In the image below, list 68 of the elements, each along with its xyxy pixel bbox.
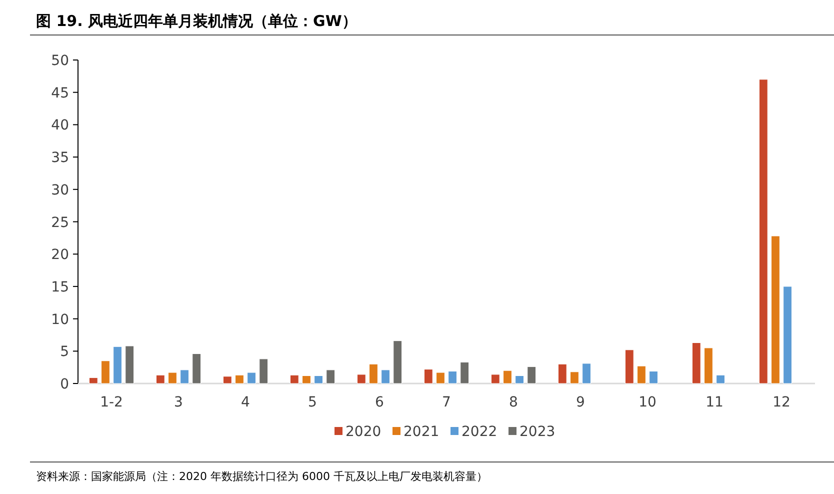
bar: [113, 346, 122, 384]
legend-label: 2021: [404, 424, 440, 440]
bar: [503, 370, 512, 384]
bar: [381, 370, 390, 384]
bar: [424, 369, 433, 384]
y-tick-label: 10: [51, 312, 69, 328]
bar: [235, 374, 244, 384]
bar: [436, 372, 445, 384]
bar: [624, 350, 634, 384]
bar: [168, 372, 177, 384]
x-tick-label: 5: [308, 394, 317, 410]
y-tick-label: 30: [51, 182, 69, 198]
x-tick-label: 8: [509, 394, 518, 410]
bar: [88, 377, 98, 384]
x-tick-label: 6: [375, 394, 384, 410]
bar: [692, 342, 701, 384]
text: 资料来源：国家能源局（注：2020 年数据统计口径为 6000 千瓦及以上电厂发电装机容量）: [36, 470, 488, 483]
bar: [156, 374, 165, 384]
bar: [302, 375, 311, 384]
x-tick-label: 10: [638, 394, 656, 410]
bar: [356, 374, 366, 384]
bar: [326, 370, 336, 384]
x-tick-label: 9: [576, 394, 585, 410]
x-tick-label: 7: [442, 394, 451, 410]
bar: [247, 372, 256, 384]
bar: [393, 340, 402, 384]
x-tick-label: 11: [706, 394, 724, 410]
y-tick-label: 45: [51, 85, 69, 102]
y-tick-label: 15: [51, 279, 69, 296]
bar: [704, 348, 713, 384]
legend-label: 2020: [346, 424, 382, 440]
y-tick-label: 5: [60, 344, 69, 360]
y-tick-label: 0: [60, 376, 69, 392]
bar: [570, 372, 579, 384]
x-tick-label: 1-2: [100, 394, 123, 410]
x-tick-label: 3: [174, 394, 183, 410]
bar: [758, 79, 768, 384]
y-tick-label: 50: [51, 53, 69, 69]
legend-label: 2023: [520, 424, 556, 440]
bar: [125, 346, 134, 384]
y-tick-label: 20: [51, 247, 69, 264]
bar: [314, 375, 323, 384]
bar: [515, 375, 524, 384]
bar: [448, 370, 457, 384]
bar: [783, 286, 792, 384]
bar: [290, 374, 299, 384]
y-tick-label: 35: [51, 150, 69, 166]
y-tick-label: 25: [51, 214, 69, 231]
y-tick-label: 40: [51, 118, 69, 134]
chart-title: 图 19. 风电近四年单月装机情况（单位：GW）: [36, 12, 357, 30]
bar: [259, 358, 268, 384]
bar: [771, 236, 780, 384]
bar: [369, 364, 378, 384]
bar: [460, 362, 470, 384]
bar: [558, 364, 567, 384]
bar: [222, 376, 232, 384]
bar: [490, 374, 500, 384]
bar: [180, 370, 189, 384]
bar: [637, 366, 646, 384]
bar: [716, 374, 725, 384]
bar: [101, 360, 110, 384]
bar: [582, 363, 591, 384]
x-tick-label: 12: [772, 394, 790, 410]
bar: [192, 353, 202, 384]
bar: [527, 366, 536, 384]
bar: [649, 370, 658, 384]
x-tick-label: 4: [241, 394, 250, 410]
legend-label: 2022: [462, 424, 498, 440]
